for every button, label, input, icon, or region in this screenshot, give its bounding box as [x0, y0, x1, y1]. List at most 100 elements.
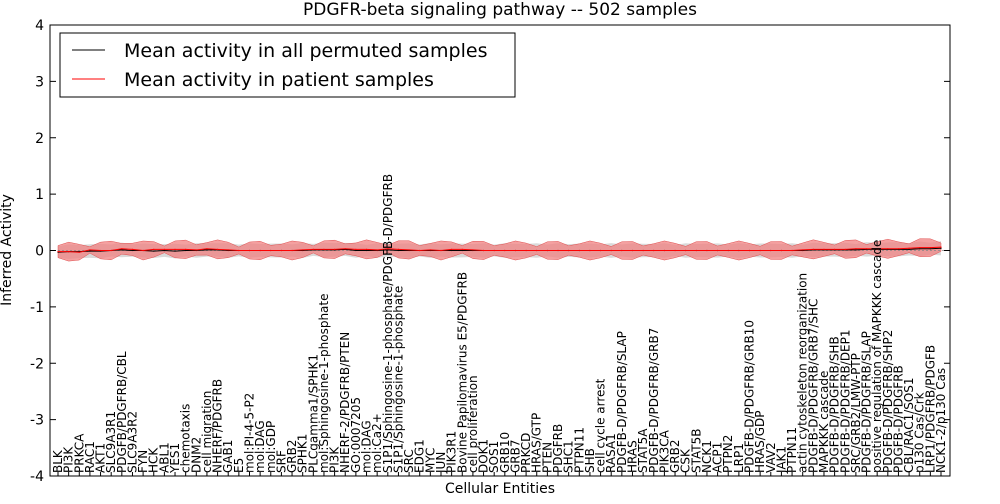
- x-tick-label: MAPKKK cascade: [817, 371, 831, 473]
- x-tick-label: SOS1: [487, 441, 501, 473]
- legend-box: [59, 32, 516, 98]
- x-tick-label: PTEN: [540, 442, 554, 473]
- data-point: [738, 249, 740, 252]
- x-tick-label: mol:Ca2+: [370, 413, 384, 473]
- x-tick-label: S1P1/Sphingosine-1-phosphate/PDGFB-D/PDG…: [381, 174, 395, 473]
- x-tick-label: YES1: [168, 443, 182, 474]
- x-tick-label: JAK1: [774, 446, 788, 474]
- data-point: [546, 249, 548, 252]
- data-point: [493, 249, 495, 252]
- x-tick-label: MYC: [423, 448, 437, 473]
- patient-band: [57, 238, 942, 262]
- x-tick-label: GRB10: [498, 432, 512, 473]
- legend: Mean activity in all permuted samples Me…: [59, 32, 516, 98]
- x-tick-label: PIK3R1: [445, 431, 459, 473]
- y-tick-label: 4: [35, 18, 44, 34]
- data-point: [631, 249, 634, 252]
- x-tick-label: HRAS/GDP: [753, 410, 767, 473]
- data-point: [674, 249, 676, 252]
- data-point: [195, 249, 197, 251]
- data-point: [919, 248, 921, 250]
- data-point: [174, 248, 176, 250]
- data-point: [206, 249, 208, 251]
- data-point: [408, 249, 410, 251]
- x-tick-label: actin cytoskeleton reorganization: [796, 273, 810, 473]
- y-tick-label: -2: [30, 356, 44, 372]
- x-tick-labels: BLKPI3KPRKCARAC1AKT1SLC9A3R1PDGFB/PDGFRB…: [51, 174, 948, 476]
- x-tick-label: PTPN11: [572, 427, 586, 473]
- x-tick-label: E5: [232, 458, 246, 473]
- y-tick-label: -4: [30, 469, 44, 485]
- x-tick-label: mol:DAG: [253, 420, 267, 473]
- data-point: [940, 247, 942, 249]
- data-point: [504, 249, 506, 252]
- x-tick-label: NHERF/PDGFRB: [211, 379, 225, 473]
- x-tick-label: SRC/GRB2/LMW-PTP: [849, 353, 863, 473]
- data-point: [695, 249, 697, 252]
- x-tick-label: VAV2: [764, 442, 778, 473]
- x-tick-label: STAT5B: [689, 429, 703, 474]
- data-point: [259, 249, 261, 252]
- plot-frame: [49, 24, 951, 477]
- series-line-patient: [58, 246, 942, 253]
- y-tick-label: 3: [35, 74, 44, 90]
- x-tick-label: DOK1: [477, 439, 491, 473]
- data-point: [621, 249, 623, 252]
- x-tick-label: PDGFB-D/PDGFRB/SHB: [828, 336, 842, 473]
- data-point: [780, 249, 783, 252]
- x-tick-label: NCK1-2/p130 Cas: [934, 368, 948, 473]
- x-tick-label: GO:0007205: [349, 397, 363, 473]
- data-point: [716, 249, 719, 252]
- data-point: [68, 251, 70, 253]
- data-point: [99, 249, 102, 252]
- x-tick-label: DNM2: [189, 437, 203, 473]
- x-tick-label: EDG1: [413, 439, 427, 473]
- y-tick-label: 0: [35, 244, 44, 260]
- data-point: [440, 249, 442, 252]
- data-point: [185, 248, 187, 250]
- data-point: [397, 249, 400, 252]
- data-point: [642, 249, 644, 252]
- data-point: [940, 246, 942, 248]
- x-tick-label: PDGFB-D/PDGFRB/GRB7/SHC: [806, 299, 820, 473]
- data-point: [908, 247, 910, 249]
- data-point: [397, 248, 400, 250]
- data-point: [419, 249, 421, 252]
- data-point: [525, 249, 527, 252]
- data-point: [57, 251, 59, 253]
- data-point: [387, 249, 389, 251]
- data-point: [834, 248, 836, 250]
- x-tick-label: GRB7: [508, 439, 522, 473]
- x-tick-label: mol:Sphingosine-1-phosphate: [317, 294, 331, 474]
- x-tick-label: FYN: [136, 450, 150, 473]
- x-tick-label: SLC9A3R2: [125, 411, 139, 473]
- x-tick-label: SLC9A3R1: [104, 411, 118, 473]
- data-point: [153, 248, 155, 250]
- data-point: [78, 251, 80, 253]
- x-tick-label: PDGFB-D/PDGFRB/SHP2: [881, 330, 895, 473]
- x-tick-label: PTPN2: [721, 435, 735, 473]
- x-tick-label: ACP1: [711, 442, 725, 473]
- chart-title: PDGFR-beta signaling pathway -- 502 samp…: [303, 0, 697, 20]
- x-tick-label: BLK: [51, 449, 65, 473]
- data-point: [429, 249, 431, 251]
- data-point: [142, 249, 144, 252]
- data-point: [451, 249, 453, 252]
- data-point: [472, 249, 474, 251]
- data-point: [206, 248, 208, 250]
- data-point: [291, 249, 293, 252]
- data-point: [887, 248, 889, 250]
- data-point: [163, 249, 165, 252]
- data-point: [376, 249, 378, 251]
- data-point: [908, 248, 910, 250]
- data-point: [855, 249, 857, 251]
- legend-label-patient: Mean activity in patient samples: [124, 69, 434, 91]
- x-tick-label: HRAS: [625, 440, 639, 473]
- data-point: [610, 249, 612, 252]
- data-point: [802, 249, 804, 251]
- data-point: [131, 248, 134, 250]
- x-tick-label: PRKCA: [72, 433, 86, 473]
- x-tick-label: mol:DAG: [360, 420, 374, 473]
- data-point: [759, 249, 761, 252]
